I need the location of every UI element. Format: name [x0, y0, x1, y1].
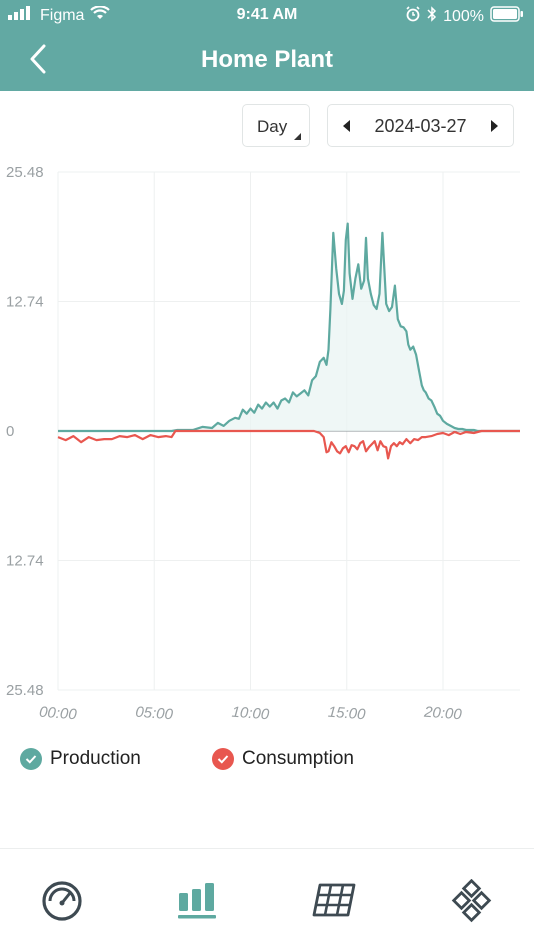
gauge-icon	[42, 881, 82, 921]
production-area	[58, 223, 520, 431]
page-title: Home Plant	[200, 46, 334, 73]
caret-left-icon	[343, 120, 350, 132]
x-tick-label: 20:00	[423, 704, 463, 724]
y-tick-label: 12.74	[6, 294, 44, 311]
previous-date-button[interactable]	[338, 117, 356, 135]
x-tick-label: 10:00	[231, 704, 270, 724]
status-bar: Figma 9:41 AM	[0, 0, 534, 32]
x-tick-label: 00:00	[39, 704, 78, 724]
dropdown-triangle-icon	[294, 133, 301, 140]
chart-controls: Day 2024-03-27	[242, 104, 514, 147]
x-tick-label: 05:00	[135, 704, 174, 724]
bluetooth-icon	[427, 6, 437, 27]
check-icon	[212, 748, 234, 770]
carrier-group: Figma	[8, 5, 111, 25]
date-label: 2024-03-27	[374, 116, 467, 136]
legend-label: Consumption	[242, 748, 354, 769]
bar-chart-icon	[178, 883, 216, 919]
alarm-icon	[405, 6, 421, 27]
carrier-name: Figma	[40, 6, 85, 24]
y-tick-label: 12.74	[6, 553, 44, 570]
chart-legend: Production Consumption	[20, 748, 520, 778]
date-picker: 2024-03-27	[327, 104, 514, 147]
chart-svg: 25.48 12.74 0 12.74 25.48 00:00 05:00 10:00 15:0…	[6, 164, 520, 724]
next-date-button[interactable]	[485, 117, 503, 135]
back-button[interactable]	[24, 44, 54, 74]
battery-percent: 100%	[443, 7, 484, 25]
signal-icon	[8, 6, 34, 25]
legend-label: Production	[50, 748, 141, 769]
production-line	[58, 222, 520, 433]
x-tick-label: 15:00	[327, 704, 366, 724]
chevron-left-icon	[30, 44, 46, 74]
tab-statistics[interactable]	[176, 879, 220, 923]
tab-devices[interactable]	[450, 878, 494, 923]
y-tick-label: 25.48	[6, 682, 44, 699]
clock: 9:41 AM	[236, 6, 298, 23]
status-right: 100%	[405, 6, 524, 27]
energy-chart: 25.48 12.74 0 12.74 25.48 00:00 05:00 10:00 15:0…	[0, 160, 534, 730]
period-select[interactable]: Day	[242, 104, 310, 147]
consumption-line	[57, 429, 520, 460]
legend-consumption[interactable]: Consumption	[212, 748, 354, 770]
wifi-icon	[90, 5, 111, 25]
y-tick-label: 25.48	[6, 164, 44, 181]
caret-right-icon	[491, 120, 498, 132]
tab-plant[interactable]	[312, 879, 356, 923]
device-grid-icon	[451, 878, 492, 923]
legend-production[interactable]: Production	[20, 748, 141, 770]
battery-icon	[490, 6, 524, 27]
period-label: Day	[257, 117, 288, 136]
solar-panel-icon	[312, 883, 356, 917]
check-icon	[20, 748, 42, 770]
nav-bar: Home Plant	[0, 32, 534, 91]
y-tick-label: 0	[6, 423, 14, 440]
tab-bar	[0, 848, 534, 951]
tab-dashboard[interactable]	[40, 879, 84, 923]
top-bar: Figma 9:41 AM	[0, 0, 534, 91]
